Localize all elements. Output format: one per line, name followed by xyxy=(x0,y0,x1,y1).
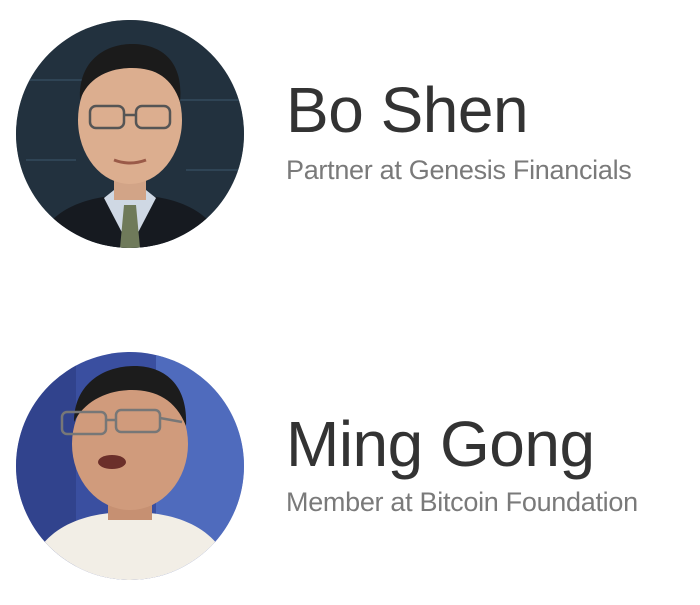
avatar xyxy=(16,352,244,580)
person-card-ming-gong: Ming Gong Member at Bitcoin Foundation xyxy=(0,352,700,584)
avatar xyxy=(16,20,244,248)
person-name: Ming Gong xyxy=(286,408,595,480)
person-title: Member at Bitcoin Foundation xyxy=(286,487,638,517)
person-title: Partner at Genesis Financials xyxy=(286,155,632,185)
portrait-photo-icon xyxy=(16,20,244,248)
person-card-bo-shen: Bo Shen Partner at Genesis Financials xyxy=(0,20,700,250)
person-name: Bo Shen xyxy=(286,74,529,146)
portrait-photo-icon xyxy=(16,352,244,580)
